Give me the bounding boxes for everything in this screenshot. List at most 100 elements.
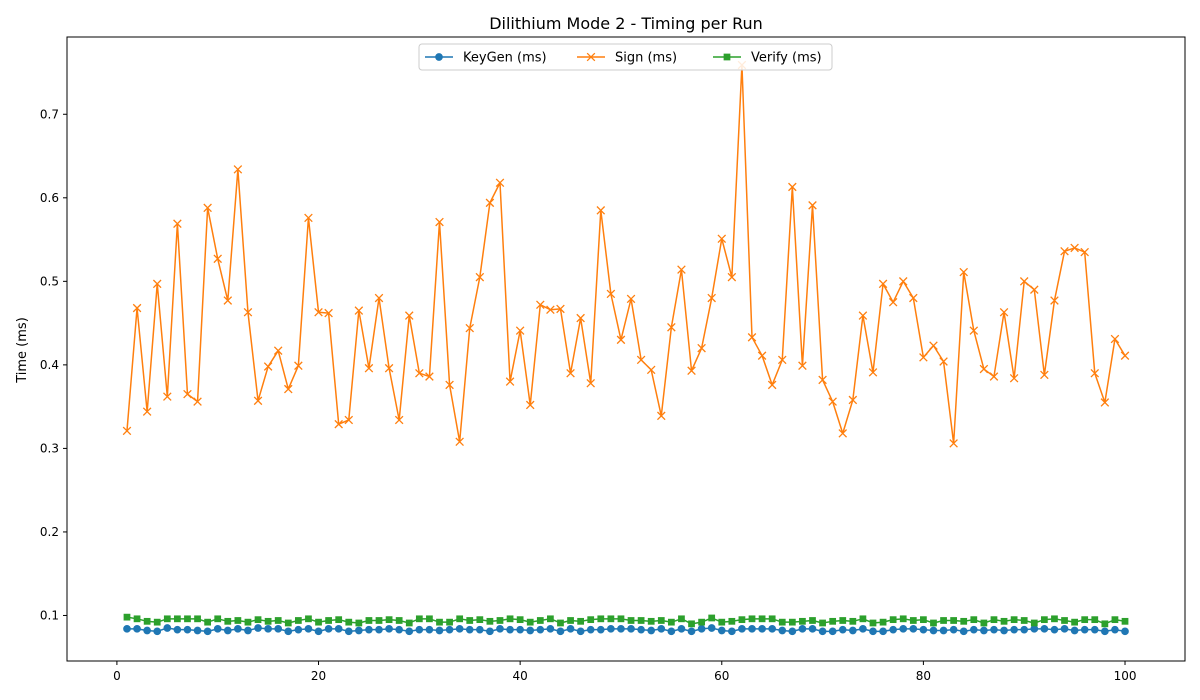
data-point-verify xyxy=(214,615,222,623)
data-point-verify xyxy=(577,617,585,625)
data-point-sign xyxy=(1009,373,1019,383)
data-point-sign-stroke xyxy=(1019,277,1029,286)
data-point-verify xyxy=(657,617,665,624)
data-point-sign xyxy=(455,437,464,447)
data-point-sign xyxy=(788,182,797,192)
data-point-sign xyxy=(898,277,908,286)
data-point-keygen xyxy=(143,626,151,635)
data-point-sign-stroke xyxy=(223,296,233,305)
data-point-sign xyxy=(505,377,515,386)
data-point-sign-stroke xyxy=(979,364,989,374)
data-point-keygen xyxy=(486,627,494,636)
data-point-sign-stroke xyxy=(818,375,827,385)
data-point-sign xyxy=(173,219,182,228)
data-point-sign-stroke xyxy=(868,368,878,377)
data-point-keygen xyxy=(1070,626,1079,635)
data-point-sign xyxy=(243,307,253,317)
data-point-sign xyxy=(324,308,333,318)
data-point-verify xyxy=(889,616,897,624)
data-point-sign-stroke xyxy=(183,389,192,399)
data-point-keygen xyxy=(445,625,454,634)
data-point-verify xyxy=(547,615,554,623)
data-point-sign-stroke xyxy=(294,361,303,370)
data-point-sign xyxy=(606,289,616,299)
data-point-sign-stroke xyxy=(919,353,928,362)
data-point-keygen xyxy=(536,625,545,634)
data-point-verify xyxy=(305,615,312,623)
data-point-sign-stroke xyxy=(798,361,807,370)
data-point-verify xyxy=(1000,617,1008,625)
data-point-sign xyxy=(677,265,686,274)
data-point-sign xyxy=(263,362,273,371)
data-point-sign xyxy=(1080,247,1089,257)
data-point-sign-stroke xyxy=(596,206,606,215)
data-point-keygen xyxy=(1010,625,1018,634)
data-point-verify xyxy=(869,619,877,627)
data-point-sign-stroke xyxy=(455,437,464,447)
series-sign xyxy=(122,60,1130,448)
data-point-keygen xyxy=(173,625,182,634)
data-point-verify xyxy=(163,615,171,623)
data-point-verify xyxy=(678,615,685,623)
data-point-keygen xyxy=(838,625,847,634)
data-point-keygen xyxy=(1040,625,1049,633)
data-point-verify xyxy=(607,615,615,623)
data-point-sign-stroke xyxy=(1030,285,1039,294)
data-point-sign xyxy=(1050,296,1059,305)
data-point-sign xyxy=(777,355,787,365)
data-point-keygen xyxy=(274,625,283,633)
data-point-keygen xyxy=(526,626,535,635)
data-point-sign-stroke xyxy=(788,182,797,192)
data-point-sign-stroke xyxy=(767,380,777,390)
data-point-verify xyxy=(264,617,272,625)
data-point-sign-stroke xyxy=(404,311,414,320)
data-point-sign-stroke xyxy=(939,357,948,366)
data-point-verify xyxy=(446,618,453,626)
data-point-verify xyxy=(526,618,534,626)
data-point-sign-stroke xyxy=(626,294,636,304)
data-point-keygen xyxy=(909,625,918,633)
data-point-sign xyxy=(556,304,565,314)
data-point-verify xyxy=(829,617,837,625)
data-point-verify xyxy=(1081,616,1089,624)
data-point-sign-stroke xyxy=(646,365,656,375)
data-point-sign-stroke xyxy=(1100,398,1110,407)
data-point-keygen xyxy=(395,625,403,634)
data-point-keygen xyxy=(1030,625,1039,633)
data-point-verify xyxy=(436,618,443,626)
data-point-sign-stroke xyxy=(1110,334,1120,344)
data-point-sign xyxy=(747,333,757,342)
data-point-keygen xyxy=(707,624,716,632)
data-point-sign xyxy=(767,380,777,390)
data-point-verify xyxy=(244,618,252,626)
data-point-sign xyxy=(525,400,535,410)
data-point-sign xyxy=(233,165,243,174)
data-point-keygen xyxy=(1121,627,1129,636)
y-tick-label: 0.6 xyxy=(40,191,59,205)
data-point-keygen xyxy=(405,627,414,636)
data-point-keygen xyxy=(566,625,575,633)
data-point-verify xyxy=(536,617,544,624)
data-point-keygen xyxy=(193,626,202,635)
data-point-sign-stroke xyxy=(858,311,868,320)
data-point-verify xyxy=(294,617,302,624)
data-point-sign xyxy=(566,368,575,378)
data-point-sign xyxy=(636,355,646,365)
data-point-sign xyxy=(415,368,424,378)
data-point-sign xyxy=(757,351,767,360)
data-point-keygen xyxy=(728,627,736,636)
data-point-keygen xyxy=(254,624,262,632)
data-point-sign-stroke xyxy=(667,322,676,332)
data-point-sign xyxy=(727,272,737,282)
data-point-verify xyxy=(909,617,917,624)
data-point-sign-stroke xyxy=(1050,296,1059,305)
data-point-keygen xyxy=(465,625,474,634)
data-point-sign-stroke xyxy=(556,304,565,314)
data-point-verify xyxy=(385,616,393,624)
data-point-verify xyxy=(748,615,756,623)
data-point-sign xyxy=(868,368,878,377)
data-point-sign-stroke xyxy=(384,363,394,373)
y-tick-label: 0.1 xyxy=(40,608,59,622)
chart-title: Dilithium Mode 2 - Timing per Run xyxy=(489,14,763,33)
series-keygen xyxy=(123,624,1129,636)
